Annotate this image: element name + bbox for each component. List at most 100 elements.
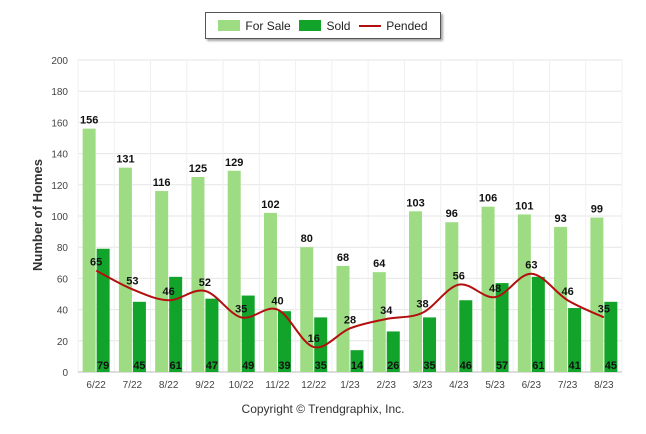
for-sale-value-label: 116 — [153, 177, 171, 189]
for-sale-bar — [517, 214, 531, 372]
pended-series-line — [95, 269, 605, 349]
x-tick-label: 5/23 — [485, 380, 505, 391]
sold-bar — [495, 283, 509, 372]
sold-bar — [205, 298, 219, 372]
for-sale-value-label: 103 — [406, 197, 424, 209]
legend-item-sold[interactable]: Sold — [299, 19, 350, 33]
x-tick-label: 7/22 — [123, 380, 143, 391]
pended-value-label: 65 — [90, 257, 102, 269]
y-tick-label: 140 — [51, 150, 68, 161]
for-sale-bar — [481, 206, 495, 372]
sold-value-label: 49 — [242, 360, 254, 372]
x-tick-label: 1/23 — [340, 380, 360, 391]
x-tick-label: 6/23 — [522, 380, 542, 391]
legend-label-sold: Sold — [326, 18, 351, 33]
sold-bar — [386, 331, 400, 372]
sold-bar — [241, 295, 255, 372]
data-labels: 156 79 131 45 116 61 125 47 129 49 102 39 80 35 68 14 64… — [80, 115, 617, 372]
sold-bar — [604, 301, 618, 372]
legend: For Sale Sold Pended — [205, 12, 441, 39]
for-sale-bar — [409, 211, 423, 372]
pended-value-label: 28 — [344, 314, 356, 326]
sold-value-label: 45 — [605, 360, 617, 372]
pended-value-label: 35 — [598, 303, 610, 315]
for-sale-value-label: 96 — [446, 208, 458, 220]
pended-value-label: 46 — [163, 286, 175, 298]
for-sale-value-label: 99 — [591, 204, 603, 216]
sold-bar — [314, 317, 328, 372]
x-tick-label: 11/22 — [265, 380, 290, 391]
sold-value-label: 57 — [496, 360, 508, 372]
for-sale-bar — [554, 226, 568, 372]
pended-value-label: 56 — [453, 271, 465, 283]
sold-value-label: 47 — [206, 360, 218, 372]
sold-value-label: 41 — [568, 360, 580, 372]
for-sale-value-label: 125 — [189, 163, 207, 175]
pended-value-label: 34 — [380, 305, 393, 317]
sold-bar — [350, 350, 364, 372]
sold-bar — [96, 248, 110, 372]
sold-value-label: 61 — [170, 360, 182, 372]
pended-value-label: 46 — [561, 286, 573, 298]
sold-bar — [531, 276, 545, 372]
sold-bar — [132, 301, 146, 372]
pended-value-label: 52 — [199, 277, 211, 289]
for-sale-value-label: 102 — [261, 199, 279, 211]
pended-value-label: 16 — [308, 333, 320, 345]
pended-value-label: 63 — [525, 260, 537, 272]
for-sale-bar — [300, 247, 314, 372]
x-tick-label: 12/22 — [301, 380, 326, 391]
sold-value-label: 14 — [351, 360, 364, 372]
for-sale-value-label: 68 — [337, 252, 349, 264]
for-sale-bar — [227, 170, 241, 372]
pended-value-label: 53 — [126, 275, 138, 287]
legend-item-pended[interactable]: Pended — [359, 18, 428, 33]
x-tick-label: 7/23 — [558, 380, 578, 391]
for-sale-bar — [118, 167, 132, 372]
sold-bar — [423, 317, 437, 372]
sold-value-label: 35 — [315, 360, 327, 372]
y-axis-label: Number of Homes — [30, 159, 45, 271]
y-tick-label: 160 — [51, 118, 68, 129]
for-sale-value-label: 101 — [515, 200, 533, 212]
for-sale-bar — [445, 222, 459, 372]
sold-bar — [568, 308, 582, 372]
y-tick-label: 80 — [57, 243, 69, 254]
x-tick-label: 6/22 — [86, 380, 106, 391]
legend-label-pended: Pended — [386, 18, 428, 33]
for-sale-value-label: 106 — [479, 193, 497, 205]
pended-value-label: 38 — [416, 299, 428, 311]
sold-value-label: 61 — [532, 360, 544, 372]
x-tick-label: 4/23 — [449, 380, 469, 391]
for-sale-value-label: 156 — [80, 115, 98, 127]
pended-swatch — [359, 24, 382, 27]
for-sale-value-label: 64 — [373, 258, 386, 270]
x-axis-ticks: 6/22 7/22 8/22 9/22 10/22 11/22 12/22 1/23 2/23 3… — [86, 380, 614, 391]
for-sale-swatch — [218, 20, 241, 31]
sold-bar — [277, 311, 291, 372]
bars — [82, 128, 618, 372]
legend-item-for-sale[interactable]: For Sale — [218, 19, 291, 33]
y-tick-label: 100 — [51, 212, 68, 223]
y-axis-ticks: 0 20 40 60 80 100 120 140 160 180 200 — [51, 56, 68, 379]
pended-value-label: 35 — [235, 303, 247, 315]
for-sale-value-label: 129 — [225, 157, 243, 169]
sold-value-label: 46 — [460, 360, 472, 372]
sold-value-label: 39 — [278, 360, 290, 372]
x-tick-label: 9/22 — [195, 380, 215, 391]
x-tick-label: 8/23 — [594, 380, 614, 391]
y-tick-label: 120 — [51, 181, 68, 192]
copyright-text: Copyright © Trendgraphix, Inc. — [241, 402, 405, 416]
x-tick-label: 10/22 — [229, 380, 254, 391]
y-tick-label: 200 — [51, 56, 68, 67]
y-tick-label: 180 — [51, 87, 68, 98]
pended-value-label: 40 — [271, 296, 283, 308]
x-tick-label: 2/23 — [377, 380, 397, 391]
gridlines — [77, 59, 623, 373]
for-sale-value-label: 131 — [116, 154, 134, 166]
y-tick-label: 20 — [57, 337, 69, 348]
for-sale-bar — [263, 212, 277, 372]
for-sale-value-label: 80 — [301, 233, 313, 245]
sold-bar — [459, 300, 473, 372]
